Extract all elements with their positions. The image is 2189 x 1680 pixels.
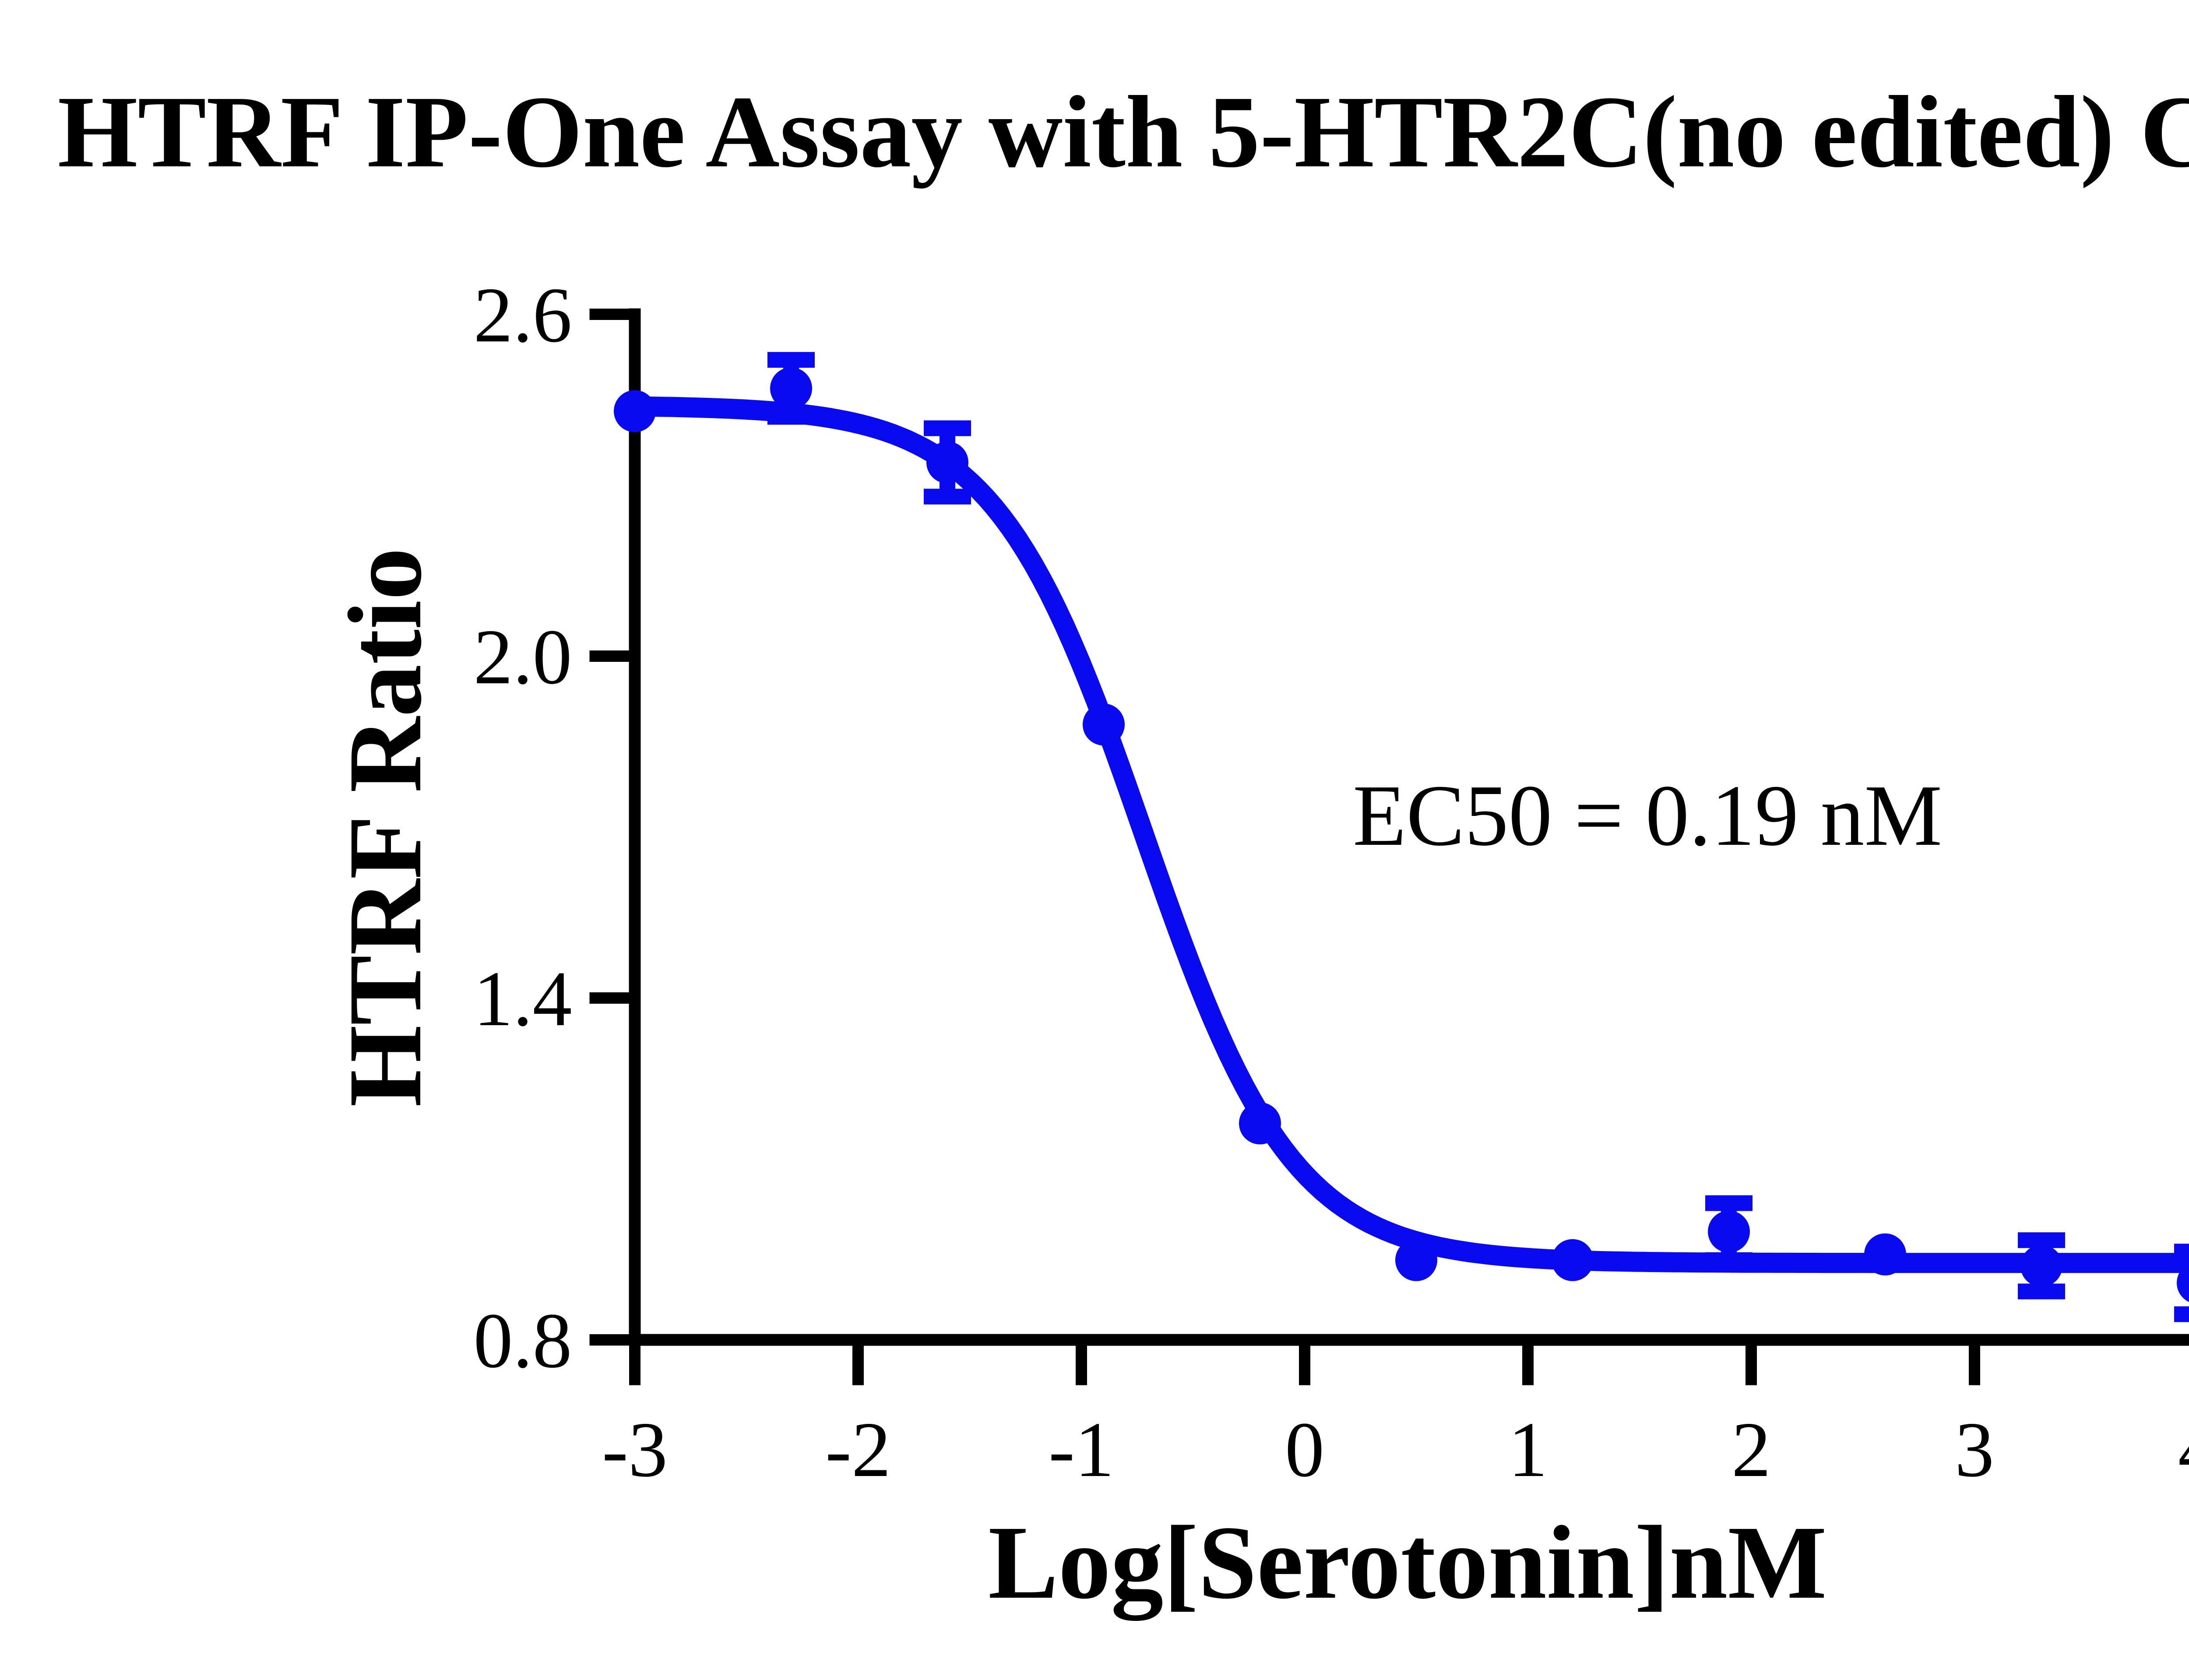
- x-axis-ticks: -3 -2 -1 0 1 2 3 4: [602, 1346, 2189, 1493]
- data-point: [770, 367, 812, 410]
- x-tick-label: -3: [602, 1406, 668, 1493]
- y-tick-label: 0.8: [474, 1297, 572, 1384]
- data-point: [1395, 1239, 1437, 1281]
- x-axis-title: Log[Serotonin]nM: [988, 1504, 1827, 1621]
- x-tick-label: 4: [2178, 1406, 2189, 1493]
- data-point: [1552, 1239, 1594, 1281]
- data-point: [2020, 1244, 2062, 1287]
- data-point: [1708, 1210, 1750, 1253]
- x-tick-label: 1: [1508, 1406, 1548, 1493]
- data-point: [1083, 703, 1125, 746]
- x-tick-label: -2: [825, 1406, 891, 1493]
- data-point: [2177, 1264, 2189, 1302]
- data-point: [1239, 1102, 1281, 1145]
- chart-title: HTRF IP-One Assay with 5-HTR2C(no edited…: [58, 75, 2189, 189]
- x-tick-label: -1: [1049, 1406, 1114, 1493]
- x-tick-label: 3: [1955, 1406, 1994, 1493]
- data-point: [614, 390, 656, 432]
- axes-group: [629, 308, 2189, 1346]
- y-tick-label: 2.6: [474, 271, 572, 358]
- y-axis-ticks: 0.8 1.4 2.0 2.6: [474, 271, 629, 1384]
- data-point: [926, 441, 968, 484]
- y-tick-label: 2.0: [474, 613, 572, 700]
- ec50-annotation: EC50 = 0.19 nM: [1353, 767, 1942, 864]
- data-point: [1864, 1233, 1906, 1276]
- x-tick-label: 2: [1731, 1406, 1771, 1493]
- y-axis-title: HTRF Ratio: [327, 548, 443, 1107]
- data-points-group: [614, 367, 2189, 1302]
- x-tick-label: 0: [1285, 1406, 1324, 1493]
- y-tick-label: 1.4: [474, 955, 572, 1042]
